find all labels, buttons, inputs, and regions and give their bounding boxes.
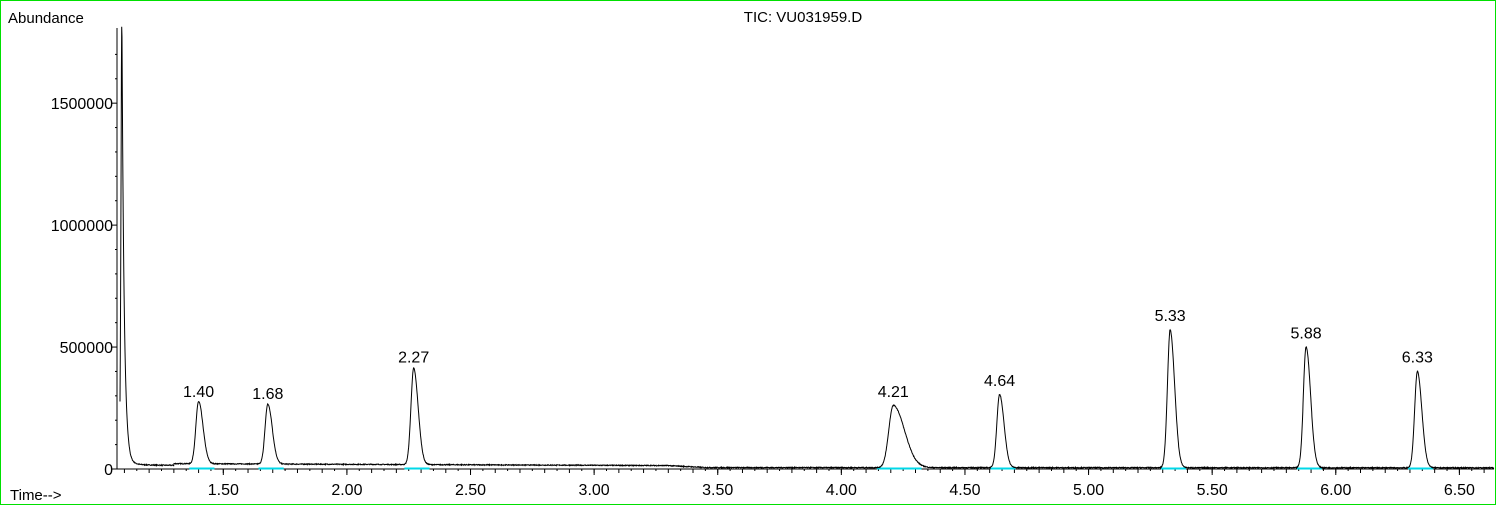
x-tick-label: 5.50: [1197, 482, 1228, 499]
peak-label: 2.27: [398, 350, 429, 367]
x-tick-label: 2.00: [331, 482, 362, 499]
peak-label: 5.88: [1291, 325, 1322, 342]
axes: 1.50 2.00 2.50 3.00 3.50 4.00 4.50 5.00 5.50 6.00…: [51, 28, 1494, 499]
peak-label: 4.21: [878, 384, 909, 401]
peak-label: 4.64: [984, 373, 1015, 390]
x-tick-label: 3.00: [579, 482, 610, 499]
y-tick-label: 1500000: [51, 96, 113, 113]
x-tick-label: 6.50: [1444, 482, 1475, 499]
y-axis-label: Abundance: [8, 10, 84, 27]
chart-title: TIC: VU031959.D: [744, 9, 863, 26]
peak-label: 1.68: [252, 386, 283, 403]
x-axis-label: Time-->: [10, 487, 62, 504]
x-tick-label: 2.50: [455, 482, 486, 499]
x-tick-label: 3.50: [702, 482, 733, 499]
y-tick-label: 500000: [60, 340, 113, 357]
peak-label: 6.33: [1402, 350, 1433, 367]
y-tick-label: 1000000: [51, 218, 113, 235]
peak-labels: 1.40 1.68 2.27 4.21 4.64 5.33 5.88 6.33: [183, 308, 1433, 403]
y-tick-label: 0: [104, 462, 113, 479]
peak-label: 1.40: [183, 384, 214, 401]
x-tick-label: 5.00: [1073, 482, 1104, 499]
x-tick-label: 6.00: [1320, 482, 1351, 499]
tic-trace: [119, 26, 1495, 470]
x-tick-label: 4.50: [949, 482, 980, 499]
x-tick-label: 4.00: [826, 482, 857, 499]
x-tick-label: 1.50: [208, 482, 239, 499]
peak-label: 5.33: [1155, 308, 1186, 325]
